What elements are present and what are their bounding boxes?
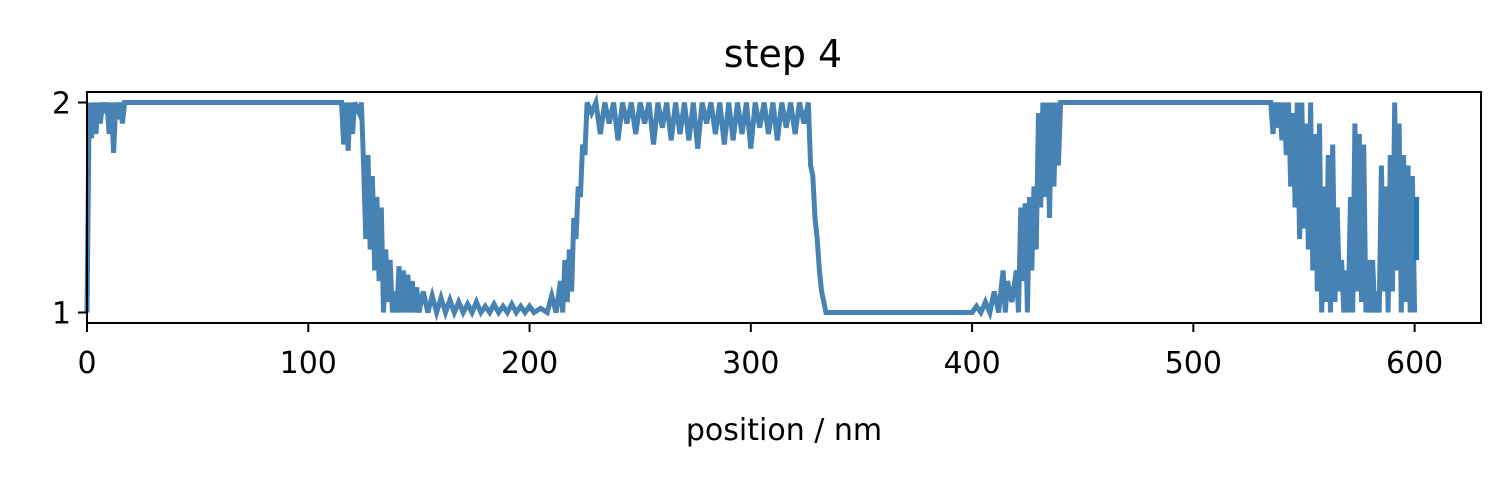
x-tick-label: 100 (280, 346, 337, 381)
series-layer (84, 93, 1420, 322)
chart-title: step 4 (724, 32, 842, 76)
x-tick-label: 0 (77, 346, 96, 381)
y-tick-label: 1 (52, 297, 71, 332)
x-tick-label: 500 (1165, 346, 1222, 381)
x-tick-label: 300 (722, 346, 779, 381)
x-axis-ticks: 0 100 200 300 400 500 600 (77, 323, 1443, 381)
y-axis-ticks: 12 (52, 87, 87, 332)
plot-frame (86, 91, 1482, 324)
x-tick-label: 600 (1386, 346, 1443, 381)
plot-area (84, 93, 1420, 322)
x-axis-label: position / nm (686, 413, 882, 448)
y-tick-label: 2 (52, 87, 71, 122)
x-tick-label: 200 (501, 346, 558, 381)
series-line-0 (84, 93, 1418, 322)
x-tick-label: 400 (943, 346, 1000, 381)
